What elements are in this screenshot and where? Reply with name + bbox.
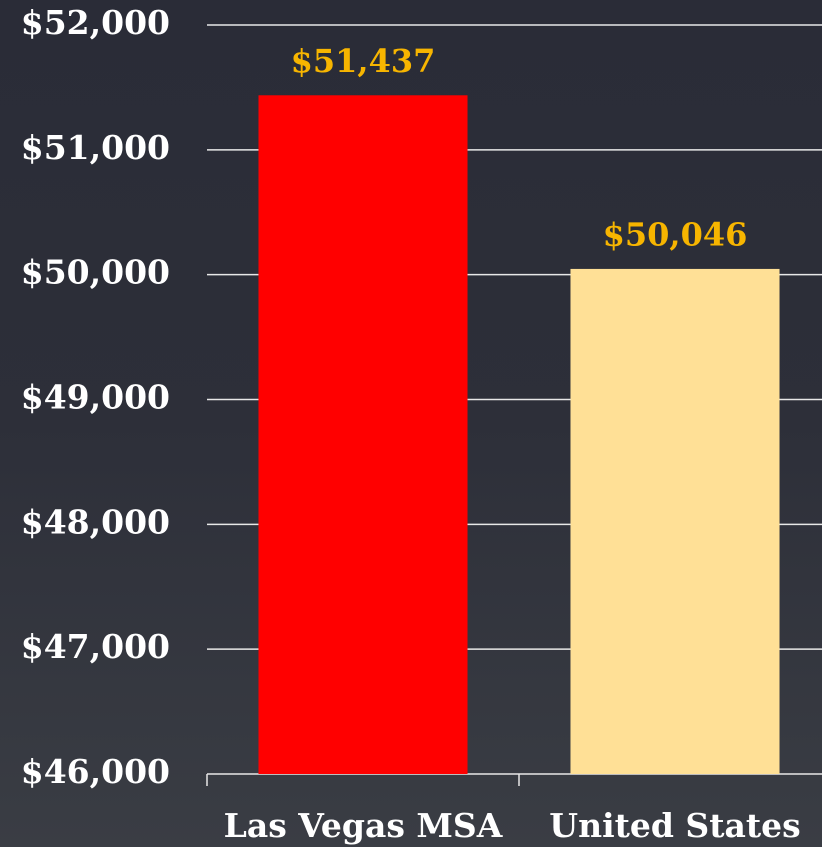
y-tick-label: $50,000	[21, 253, 170, 292]
y-tick-label: $48,000	[21, 502, 170, 541]
y-tick-label: $49,000	[21, 378, 170, 417]
value-label: $51,437	[291, 42, 436, 80]
bar	[570, 269, 779, 774]
page: $46,000 $47,000 $48,000 $49,000 $50,000 $51,0…	[0, 0, 822, 847]
x-tick-label: United States	[549, 806, 800, 845]
chart: $46,000 $47,000 $48,000 $49,000 $50,000 $51,0…	[0, 0, 822, 847]
y-tick-label: $46,000	[21, 752, 170, 791]
value-label: $50,046	[603, 215, 748, 253]
y-tick-label: $52,000	[21, 3, 170, 42]
bar	[258, 95, 467, 774]
x-tick-label: Las Vegas MSA	[224, 806, 503, 845]
y-tick-label: $51,000	[21, 128, 170, 167]
y-tick-label: $47,000	[21, 627, 170, 666]
